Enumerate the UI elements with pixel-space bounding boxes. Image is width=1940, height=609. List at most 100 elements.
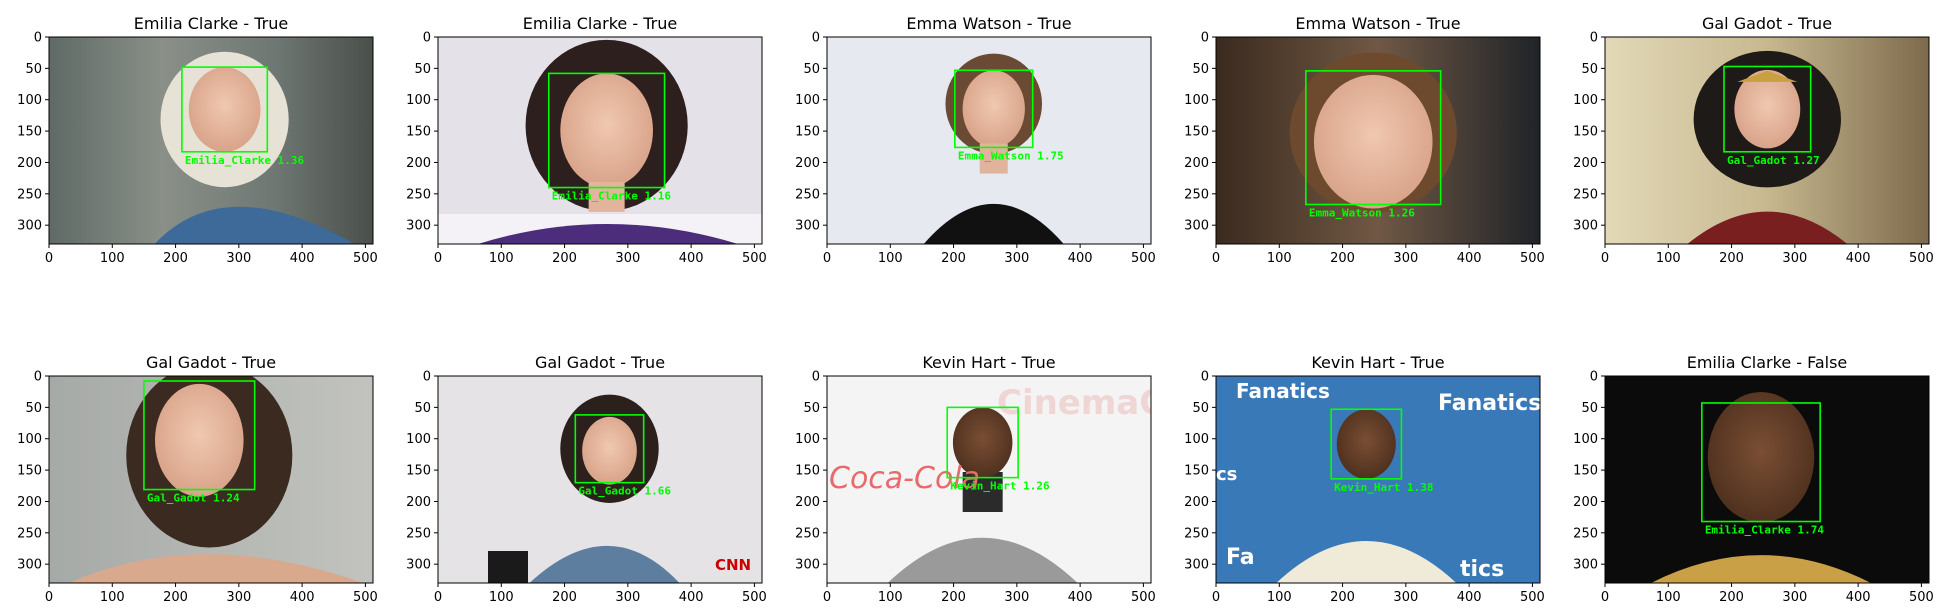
x-tick-label: 0 <box>823 251 831 266</box>
panel-title: Kevin Hart - True <box>1311 353 1444 372</box>
axes-frame <box>1215 36 1541 245</box>
x-tick-label: 200 <box>1719 590 1744 605</box>
detection-label: Emilia_Clarke 1.16 <box>552 190 672 203</box>
detection-label: Gal_Gadot 1.24 <box>147 492 240 505</box>
y-tick-label: 250 <box>17 187 42 202</box>
face-bounding-box <box>181 66 269 153</box>
y-tick-label: 300 <box>17 558 42 573</box>
backdrop-text: Fanatics <box>1236 379 1330 403</box>
x-tick-label: 100 <box>1267 590 1292 605</box>
panel: Emilia Clarke - True Emilia_Clarke 1.16 0 1… <box>406 14 767 266</box>
x-tick-label: 100 <box>1656 251 1681 266</box>
x-tick-label: 100 <box>878 251 903 266</box>
y-tick-label: 250 <box>795 187 820 202</box>
x-tick-label: 100 <box>100 590 125 605</box>
face-image: Emma_Watson 1.26 <box>1216 37 1540 244</box>
axes-frame <box>1604 36 1930 245</box>
y-tick-label: 150 <box>406 125 431 140</box>
x-tick-label: 300 <box>615 590 640 605</box>
x-tick-label: 300 <box>615 251 640 266</box>
face-bounding-box <box>1305 70 1442 206</box>
x-tick-label: 100 <box>489 251 514 266</box>
x-tick-label: 0 <box>45 590 53 605</box>
y-tick-label: 150 <box>1573 464 1598 479</box>
y-tick-label: 200 <box>1573 495 1598 510</box>
y-tick-label: 300 <box>1573 219 1598 234</box>
panel-title: Gal Gadot - True <box>535 353 665 372</box>
detection-label: Kevin_Hart 1.38 <box>1334 481 1433 494</box>
x-tick-label: 200 <box>163 590 188 605</box>
y-tick-label: 100 <box>795 432 820 447</box>
x-tick-label: 300 <box>1393 590 1418 605</box>
y-tick-label: 0 <box>1201 370 1209 385</box>
y-tick-label: 50 <box>25 62 42 77</box>
y-tick-label: 300 <box>1184 558 1209 573</box>
panel: Gal Gadot - True Gal_Gadot 1.24 0 100 200 300… <box>17 353 378 605</box>
backdrop-text: cs <box>1216 464 1237 485</box>
y-tick-label: 0 <box>1590 31 1598 46</box>
y-tick-label: 150 <box>1573 125 1598 140</box>
y-tick-label: 50 <box>803 62 820 77</box>
panel: Gal Gadot - True CNN Gal_Gadot 1.66 0 100 200… <box>406 353 767 605</box>
y-tick-label: 200 <box>795 156 820 171</box>
panel: Kevin Hart - True Fanatics Fanatics Fa tics c… <box>1184 353 1545 605</box>
y-tick-label: 100 <box>1573 93 1598 108</box>
y-tick-label: 50 <box>1581 62 1598 77</box>
x-tick-label: 400 <box>679 251 704 266</box>
y-tick-label: 100 <box>1573 432 1598 447</box>
backdrop-text: CinemaCon <box>997 383 1212 423</box>
panel-title: Gal Gadot - True <box>1702 14 1832 33</box>
face-bounding-box <box>1330 408 1403 480</box>
backdrop-text: Coca-Cola <box>829 461 980 496</box>
x-tick-label: 500 <box>353 251 378 266</box>
x-tick-label: 400 <box>290 251 315 266</box>
x-tick-label: 200 <box>1330 590 1355 605</box>
x-tick-label: 0 <box>45 251 53 266</box>
detection-label: Kevin_Hart 1.26 <box>950 480 1050 493</box>
y-tick-label: 50 <box>1192 62 1209 77</box>
y-tick-label: 300 <box>406 219 431 234</box>
y-tick-label: 250 <box>1184 187 1209 202</box>
x-tick-label: 0 <box>1601 590 1609 605</box>
y-tick-label: 50 <box>414 401 431 416</box>
y-tick-label: 50 <box>414 62 431 77</box>
face-image: Emma_Watson 1.75 <box>827 37 1151 244</box>
y-tick-label: 250 <box>406 526 431 541</box>
x-tick-label: 200 <box>552 251 577 266</box>
face-bounding-box <box>1701 402 1821 523</box>
y-tick-label: 150 <box>17 125 42 140</box>
y-tick-label: 0 <box>812 31 820 46</box>
y-tick-label: 300 <box>406 558 431 573</box>
x-tick-label: 0 <box>434 251 442 266</box>
x-tick-label: 300 <box>226 590 251 605</box>
detection-label: Gal_Gadot 1.66 <box>578 485 671 498</box>
face-bounding-box <box>547 72 666 189</box>
axes-frame <box>1604 375 1930 584</box>
panel-title: Emilia Clarke - True <box>523 14 677 33</box>
face-image: Emilia_Clarke 1.16 <box>438 37 762 244</box>
y-tick-label: 150 <box>795 125 820 140</box>
x-tick-label: 100 <box>489 590 514 605</box>
x-tick-label: 300 <box>1393 251 1418 266</box>
x-tick-label: 300 <box>1782 590 1807 605</box>
x-tick-label: 100 <box>1656 590 1681 605</box>
y-tick-label: 250 <box>1573 187 1598 202</box>
panel: Emma Watson - True Emma_Watson 1.75 0 100 20… <box>795 14 1156 266</box>
y-tick-label: 100 <box>795 93 820 108</box>
x-tick-label: 500 <box>1131 590 1156 605</box>
detection-label: Emma_Watson 1.26 <box>1309 206 1415 219</box>
y-tick-label: 200 <box>17 156 42 171</box>
x-tick-label: 200 <box>1330 251 1355 266</box>
panel: Emma Watson - True Emma_Watson 1.26 0 100 20… <box>1184 14 1545 266</box>
panel-title: Kevin Hart - True <box>922 353 1055 372</box>
x-tick-label: 500 <box>742 251 767 266</box>
y-tick-label: 0 <box>34 31 42 46</box>
x-tick-label: 300 <box>1782 251 1807 266</box>
panel-title: Emma Watson - True <box>906 14 1071 33</box>
backdrop-text: Fanatics <box>1438 391 1541 416</box>
backdrop-text: tics <box>1460 557 1504 582</box>
x-tick-label: 400 <box>1068 251 1093 266</box>
y-tick-label: 100 <box>17 432 42 447</box>
